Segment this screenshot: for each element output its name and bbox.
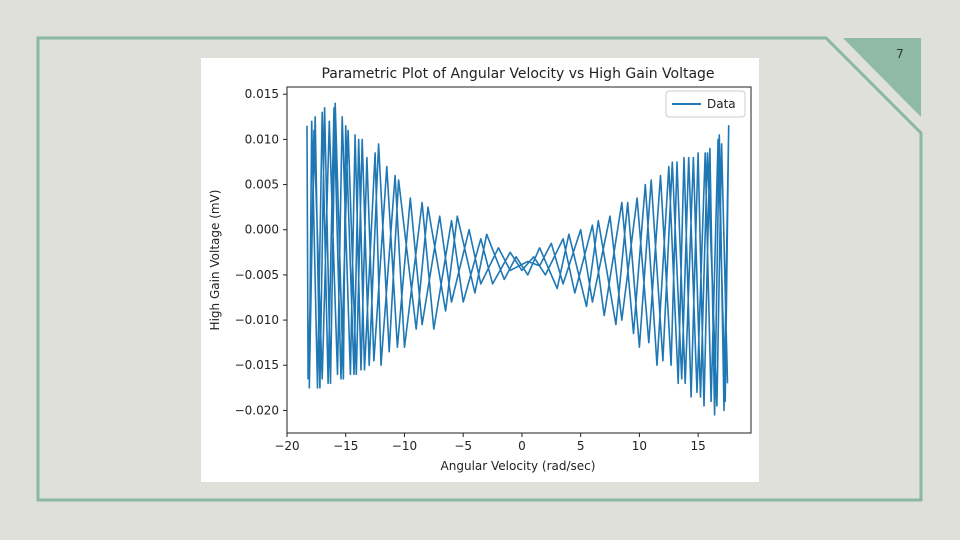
y-tick-label: −0.010 <box>235 313 279 327</box>
x-axis-ticks: −20 −15 −10 −5 0 5 10 15 <box>274 433 706 453</box>
chart-figure: Parametric Plot of Angular Velocity vs H… <box>201 58 759 482</box>
y-axis-ticks: 0.015 0.010 0.005 0.000 −0.005 −0.010 −0.015 −0… <box>235 87 287 417</box>
y-tick-label: 0.000 <box>245 223 279 237</box>
x-axis-label: Angular Velocity (rad/sec) <box>441 459 596 473</box>
plot-area <box>306 102 730 416</box>
corner-accent <box>843 38 921 117</box>
series-line-0 <box>306 102 730 416</box>
slide-border <box>36 36 923 502</box>
x-tick-label: −5 <box>454 439 472 453</box>
y-tick-label: −0.015 <box>235 358 279 372</box>
x-tick-label: −10 <box>392 439 417 453</box>
y-tick-label: −0.020 <box>235 403 279 417</box>
chart-svg: Parametric Plot of Angular Velocity vs H… <box>208 66 752 473</box>
x-tick-label: −15 <box>333 439 358 453</box>
x-tick-label: −20 <box>274 439 299 453</box>
x-tick-label: 15 <box>690 439 705 453</box>
page-number: 7 <box>896 47 904 61</box>
legend: Data <box>665 90 746 118</box>
y-tick-label: 0.005 <box>245 178 279 192</box>
chart-title: Parametric Plot of Angular Velocity vs H… <box>321 66 714 82</box>
x-tick-label: 0 <box>518 439 526 453</box>
y-tick-label: −0.005 <box>235 268 279 282</box>
y-axis-label: High Gain Voltage (mV) <box>208 190 222 331</box>
y-tick-label: 0.010 <box>245 132 279 146</box>
x-tick-label: 5 <box>577 439 585 453</box>
y-tick-label: 0.015 <box>245 87 279 101</box>
axes-frame <box>286 86 752 434</box>
legend-label: Data <box>707 97 736 111</box>
x-tick-label: 10 <box>632 439 647 453</box>
legend-box <box>665 90 746 118</box>
